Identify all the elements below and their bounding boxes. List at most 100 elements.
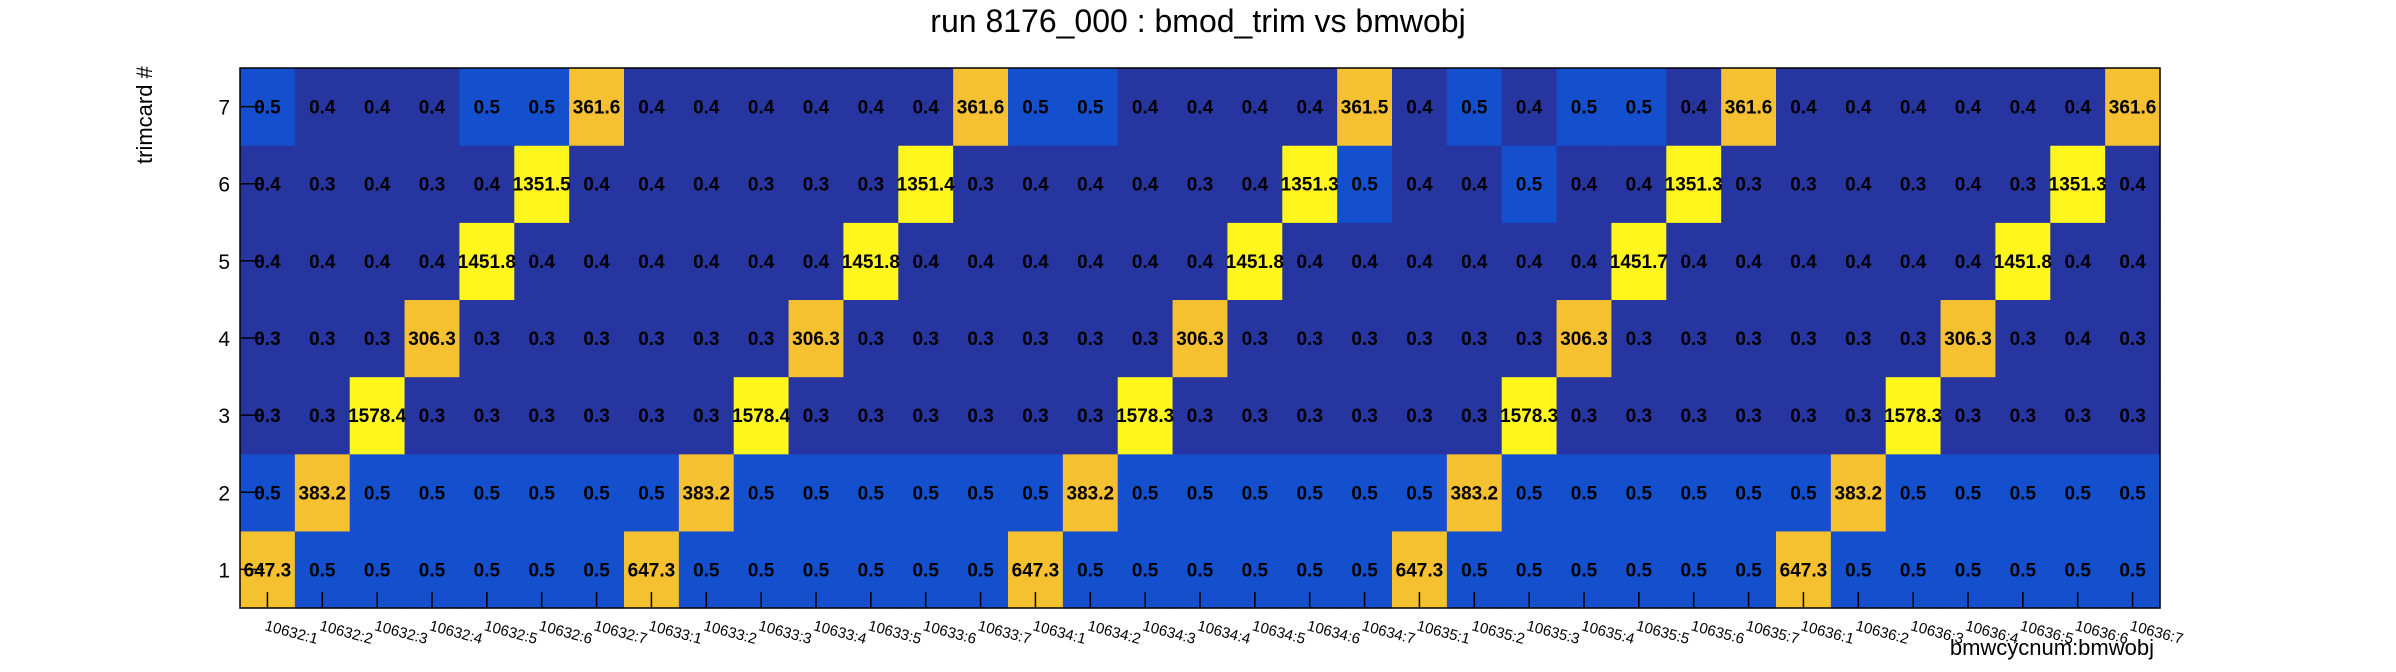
heatmap-cell [294,145,351,223]
heatmap-cell [1062,145,1119,223]
heatmap-cell [788,68,845,146]
cell-value-label: 0.4 [1406,98,1433,119]
heatmap-cell [1227,376,1283,455]
cell-value-label: 0.3 [474,329,500,350]
cell-value-label: 0.4 [1132,252,1159,273]
cell-value-label: 1351.3 [1665,175,1723,196]
heatmap-cell [1995,145,2051,223]
cell-value-label: 0.4 [638,98,665,119]
heatmap-cell [843,453,899,532]
heatmap-cell [1172,145,1229,223]
cell-value-label: 0.3 [1735,175,1761,196]
heatmap-cell [2050,453,2106,532]
heatmap-cell [1556,145,1613,223]
cell-value-label: 0.5 [2064,483,2091,504]
heatmap-cell [1721,453,1777,532]
heatmap-cell [1830,453,1887,532]
heatmap-cell [1172,299,1229,378]
heatmap-cell [624,222,680,301]
cell-value-label: 0.5 [528,98,555,119]
cell-value-label: 0.4 [803,98,830,119]
heatmap-cell [1830,222,1887,301]
heatmap-cell [1611,453,1667,532]
cell-value-label: 0.5 [912,560,939,581]
cell-value-label: 0.3 [967,175,993,196]
heatmap-cell [569,222,625,301]
cell-value-label: 0.3 [1351,329,1377,350]
heatmap-cell [788,222,845,301]
heatmap-cell [1666,68,1722,146]
heatmap-cell [404,453,461,532]
cell-value-label: 0.5 [693,560,720,581]
heatmap-cell [569,376,625,455]
heatmap-cell [1666,453,1722,532]
cell-value-label: 0.5 [967,483,994,504]
y-tick-label: 2 [218,482,230,505]
cell-value-label: 0.5 [1955,483,1982,504]
x-tick-label: 10633:2 [702,617,759,647]
cell-value-label: 0.4 [1845,98,1872,119]
cell-value-label: 0.3 [583,329,609,350]
heatmap-cell [1940,453,1997,532]
cell-value-label: 0.5 [912,483,939,504]
heatmap-cell [1446,453,1503,532]
heatmap-cell [1392,68,1448,146]
heatmap-cell [1501,68,1558,146]
cell-value-label: 0.5 [1296,483,1323,504]
heatmap-cell [1885,376,1942,455]
heatmap-cell [569,68,625,146]
cell-value-label: 0.3 [1680,329,1706,350]
cell-value-label: 0.3 [1187,175,1213,196]
cell-value-label: 0.3 [1680,406,1706,427]
cell-value-label: 0.3 [2010,175,2036,196]
cell-value-label: 0.5 [1680,560,1707,581]
heatmap-cell [1337,299,1393,378]
heatmap-cell [1227,453,1283,532]
heatmap-cell [514,145,570,223]
x-tick-label: 10634:7 [1360,617,1417,647]
cell-value-label: 0.5 [748,483,775,504]
cell-value-label: 0.4 [1187,98,1214,119]
heatmap-cell [1940,376,1997,455]
x-axis-label: bmwcycnum:bmwobj [1950,635,2154,660]
cell-value-label: 0.3 [803,406,829,427]
x-tick-label: 10635:5 [1634,617,1691,647]
cell-value-label: 0.3 [803,175,829,196]
cell-value-label: 0.4 [1845,252,1872,273]
cell-value-label: 383.2 [683,483,731,504]
x-tick-label: 10632:6 [537,617,594,647]
heatmap-cell [1446,145,1503,223]
heatmap-cell [1721,68,1777,146]
cell-value-label: 0.3 [1626,406,1652,427]
heatmap-cell [1995,68,2051,146]
cell-value-label: 0.4 [2064,98,2091,119]
heatmap-cell [624,376,680,455]
cell-value-label: 0.4 [912,98,939,119]
heatmap-cell [2050,222,2106,301]
cell-value-label: 0.4 [2119,175,2146,196]
cell-value-label: 0.5 [1406,483,1433,504]
heatmap-cell [1611,68,1667,146]
x-tick-label: 10632:1 [263,617,320,647]
cell-value-label: 0.3 [1461,406,1487,427]
heatmap-cell [733,453,790,532]
heatmap-cell [1337,453,1393,532]
cell-value-label: 0.3 [1735,406,1761,427]
heatmap-cell [404,68,461,146]
cell-value-label: 0.3 [1132,329,1158,350]
cell-value-label: 0.3 [1406,329,1432,350]
cell-value-label: 0.5 [1516,175,1543,196]
cell-value-label: 0.3 [967,329,993,350]
heatmap-cell [624,68,680,146]
cell-value-label: 1578.4 [348,406,407,427]
heatmap-cell [1282,145,1338,223]
cell-value-label: 0.4 [693,98,720,119]
y-tick-label: 4 [218,328,230,351]
cell-value-label: 0.3 [528,406,554,427]
heatmap-cell [1501,453,1558,532]
cell-value-label: 0.4 [1296,98,1323,119]
heatmap-cell [514,299,570,378]
heatmap-cell [294,376,351,455]
heatmap-cell [1008,68,1064,146]
cell-value-label: 0.4 [1680,252,1707,273]
